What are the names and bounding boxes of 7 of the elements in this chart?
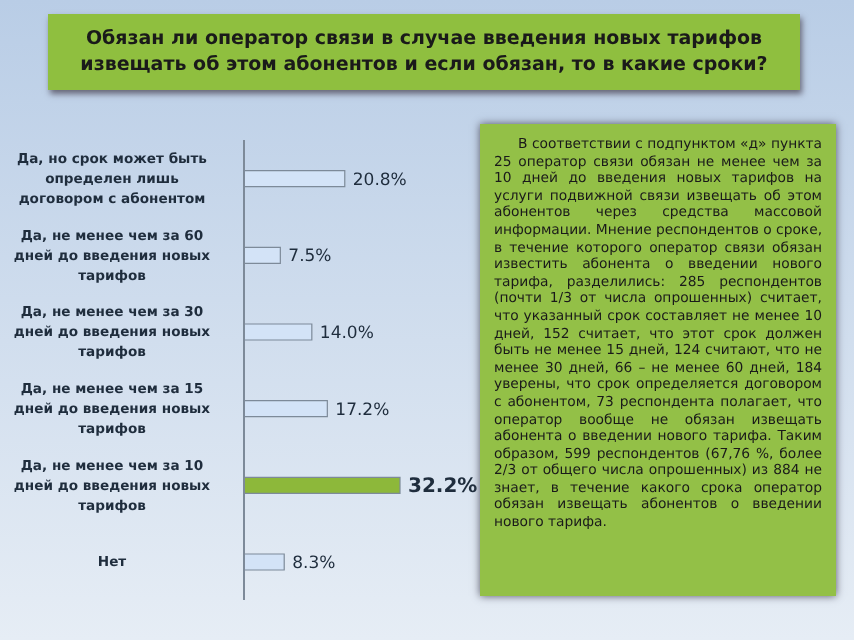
data-label: 7.5% — [288, 247, 332, 268]
data-label: 14.0% — [319, 323, 374, 344]
data-label: 20.8% — [352, 170, 407, 191]
chart-title: Обязан ли оператор связи в случае введения новых тарифов извещать об этом абонентов и если обязан, то в какие сроки? — [48, 14, 800, 90]
data-label: 17.2% — [335, 400, 390, 421]
data-label: 32.2% — [408, 476, 478, 499]
data-label: 8.3% — [292, 553, 336, 574]
